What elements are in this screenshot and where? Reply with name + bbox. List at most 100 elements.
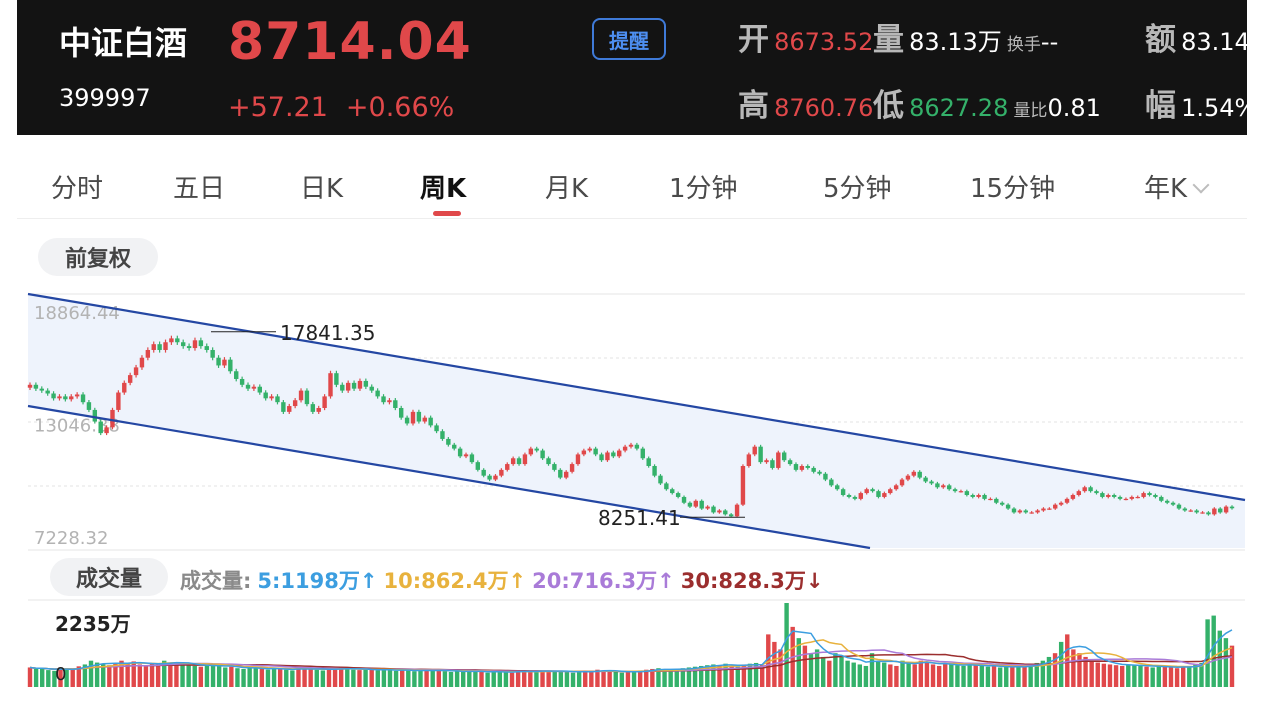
candle-body	[840, 489, 846, 496]
adjust-selector[interactable]: 前复权	[38, 238, 158, 276]
candle	[440, 429, 445, 441]
tab-five-day[interactable]: 五日	[173, 174, 226, 204]
candle	[846, 493, 852, 499]
candle	[805, 464, 810, 470]
candle-body	[1170, 502, 1176, 505]
candle-body	[1070, 495, 1076, 499]
volume-bar	[1180, 666, 1186, 687]
volume-bar	[314, 669, 319, 687]
candle	[982, 493, 987, 501]
candle-body	[1058, 502, 1064, 505]
candle	[587, 446, 592, 453]
candle	[776, 450, 781, 470]
candle	[422, 415, 427, 424]
vol-ratio-label: 量比	[1013, 101, 1048, 121]
candle	[404, 415, 410, 426]
upper-channel-line	[27, 292, 1246, 502]
volume-bar	[619, 672, 625, 687]
candle-body	[151, 344, 156, 350]
candle-body	[734, 504, 740, 517]
candle-body	[522, 454, 528, 465]
volume-bar	[985, 666, 991, 687]
tab-5-minute[interactable]: 5分钟	[823, 174, 892, 204]
candle-body	[811, 467, 816, 472]
candle-body	[434, 425, 439, 432]
candle	[110, 407, 115, 430]
candle-body	[175, 338, 180, 343]
candle-body	[310, 404, 316, 412]
candle	[534, 446, 539, 453]
candle	[752, 444, 757, 457]
volume-indicator-button[interactable]: 成交量	[50, 558, 168, 596]
candle	[858, 491, 863, 501]
candle-body	[952, 489, 958, 492]
candle-body	[1176, 504, 1182, 509]
candle-body	[587, 448, 592, 451]
tab-15-minute[interactable]: 15分钟	[970, 174, 1056, 204]
candle	[1053, 503, 1058, 510]
volume-bar	[82, 664, 88, 687]
candle-body	[1117, 496, 1123, 499]
volume-bar	[375, 670, 380, 687]
volume-bar	[448, 671, 454, 687]
alert-button[interactable]: 提醒	[592, 18, 666, 60]
tab-yearly-k[interactable]: 年K	[1144, 168, 1210, 205]
volume-bar	[735, 666, 740, 687]
volume-bar	[991, 665, 997, 687]
candle	[829, 477, 834, 487]
candle	[157, 341, 162, 353]
candle-body	[63, 396, 68, 400]
volume-bar	[216, 665, 222, 687]
volume-bar	[192, 665, 197, 687]
volume-bar	[94, 662, 100, 687]
volume-bar	[1156, 665, 1161, 687]
tab-monthly-k[interactable]: 月K	[545, 174, 589, 204]
candle	[80, 392, 86, 405]
open-label: 开	[738, 22, 769, 58]
candle	[416, 409, 422, 424]
candle	[163, 339, 168, 353]
volume-bar	[253, 668, 258, 687]
volume-bar	[308, 668, 313, 687]
candle-body	[387, 400, 392, 403]
candle-body	[534, 448, 539, 451]
volume-bar	[412, 671, 417, 687]
candle-body	[858, 493, 863, 499]
volume-bar	[357, 670, 362, 687]
candle	[1200, 511, 1205, 514]
volume-bar	[430, 669, 435, 687]
candle	[770, 458, 775, 470]
extreme-markers: 17841.35 8251.41	[211, 321, 745, 530]
candle	[1176, 503, 1182, 510]
candle	[870, 487, 875, 493]
volume-bar	[650, 668, 655, 687]
price-axis-label: 7228.32	[34, 528, 108, 549]
candle-body	[699, 500, 704, 509]
tab-intraday[interactable]: 分时	[51, 174, 104, 204]
candle	[952, 487, 958, 493]
volume-bar	[1101, 663, 1107, 687]
candle	[640, 446, 645, 461]
volume-bar	[973, 665, 978, 687]
candle	[269, 394, 274, 401]
candle	[510, 456, 516, 466]
volume-bar	[436, 670, 442, 687]
volume-bar	[326, 668, 332, 687]
tab-weekly-k[interactable]: 周K	[420, 174, 467, 204]
volume-bar	[406, 670, 411, 687]
candle-body	[281, 402, 286, 412]
volume-bar	[576, 671, 582, 687]
candle	[428, 415, 433, 428]
candle	[151, 341, 156, 353]
volume-bar	[589, 670, 594, 687]
candle	[622, 444, 628, 453]
volume-bar	[454, 671, 460, 687]
candle	[628, 442, 634, 449]
candle-body	[664, 483, 669, 490]
tab-1-minute[interactable]: 1分钟	[669, 174, 738, 204]
active-tab-indicator	[433, 211, 461, 216]
candle-body	[893, 485, 899, 490]
candle-body	[1076, 491, 1082, 496]
tab-daily-k[interactable]: 日K	[300, 174, 344, 204]
kline-chart[interactable]: 18864.44 13046.38 7228.32 17841.35 8251.41	[0, 0, 1247, 720]
